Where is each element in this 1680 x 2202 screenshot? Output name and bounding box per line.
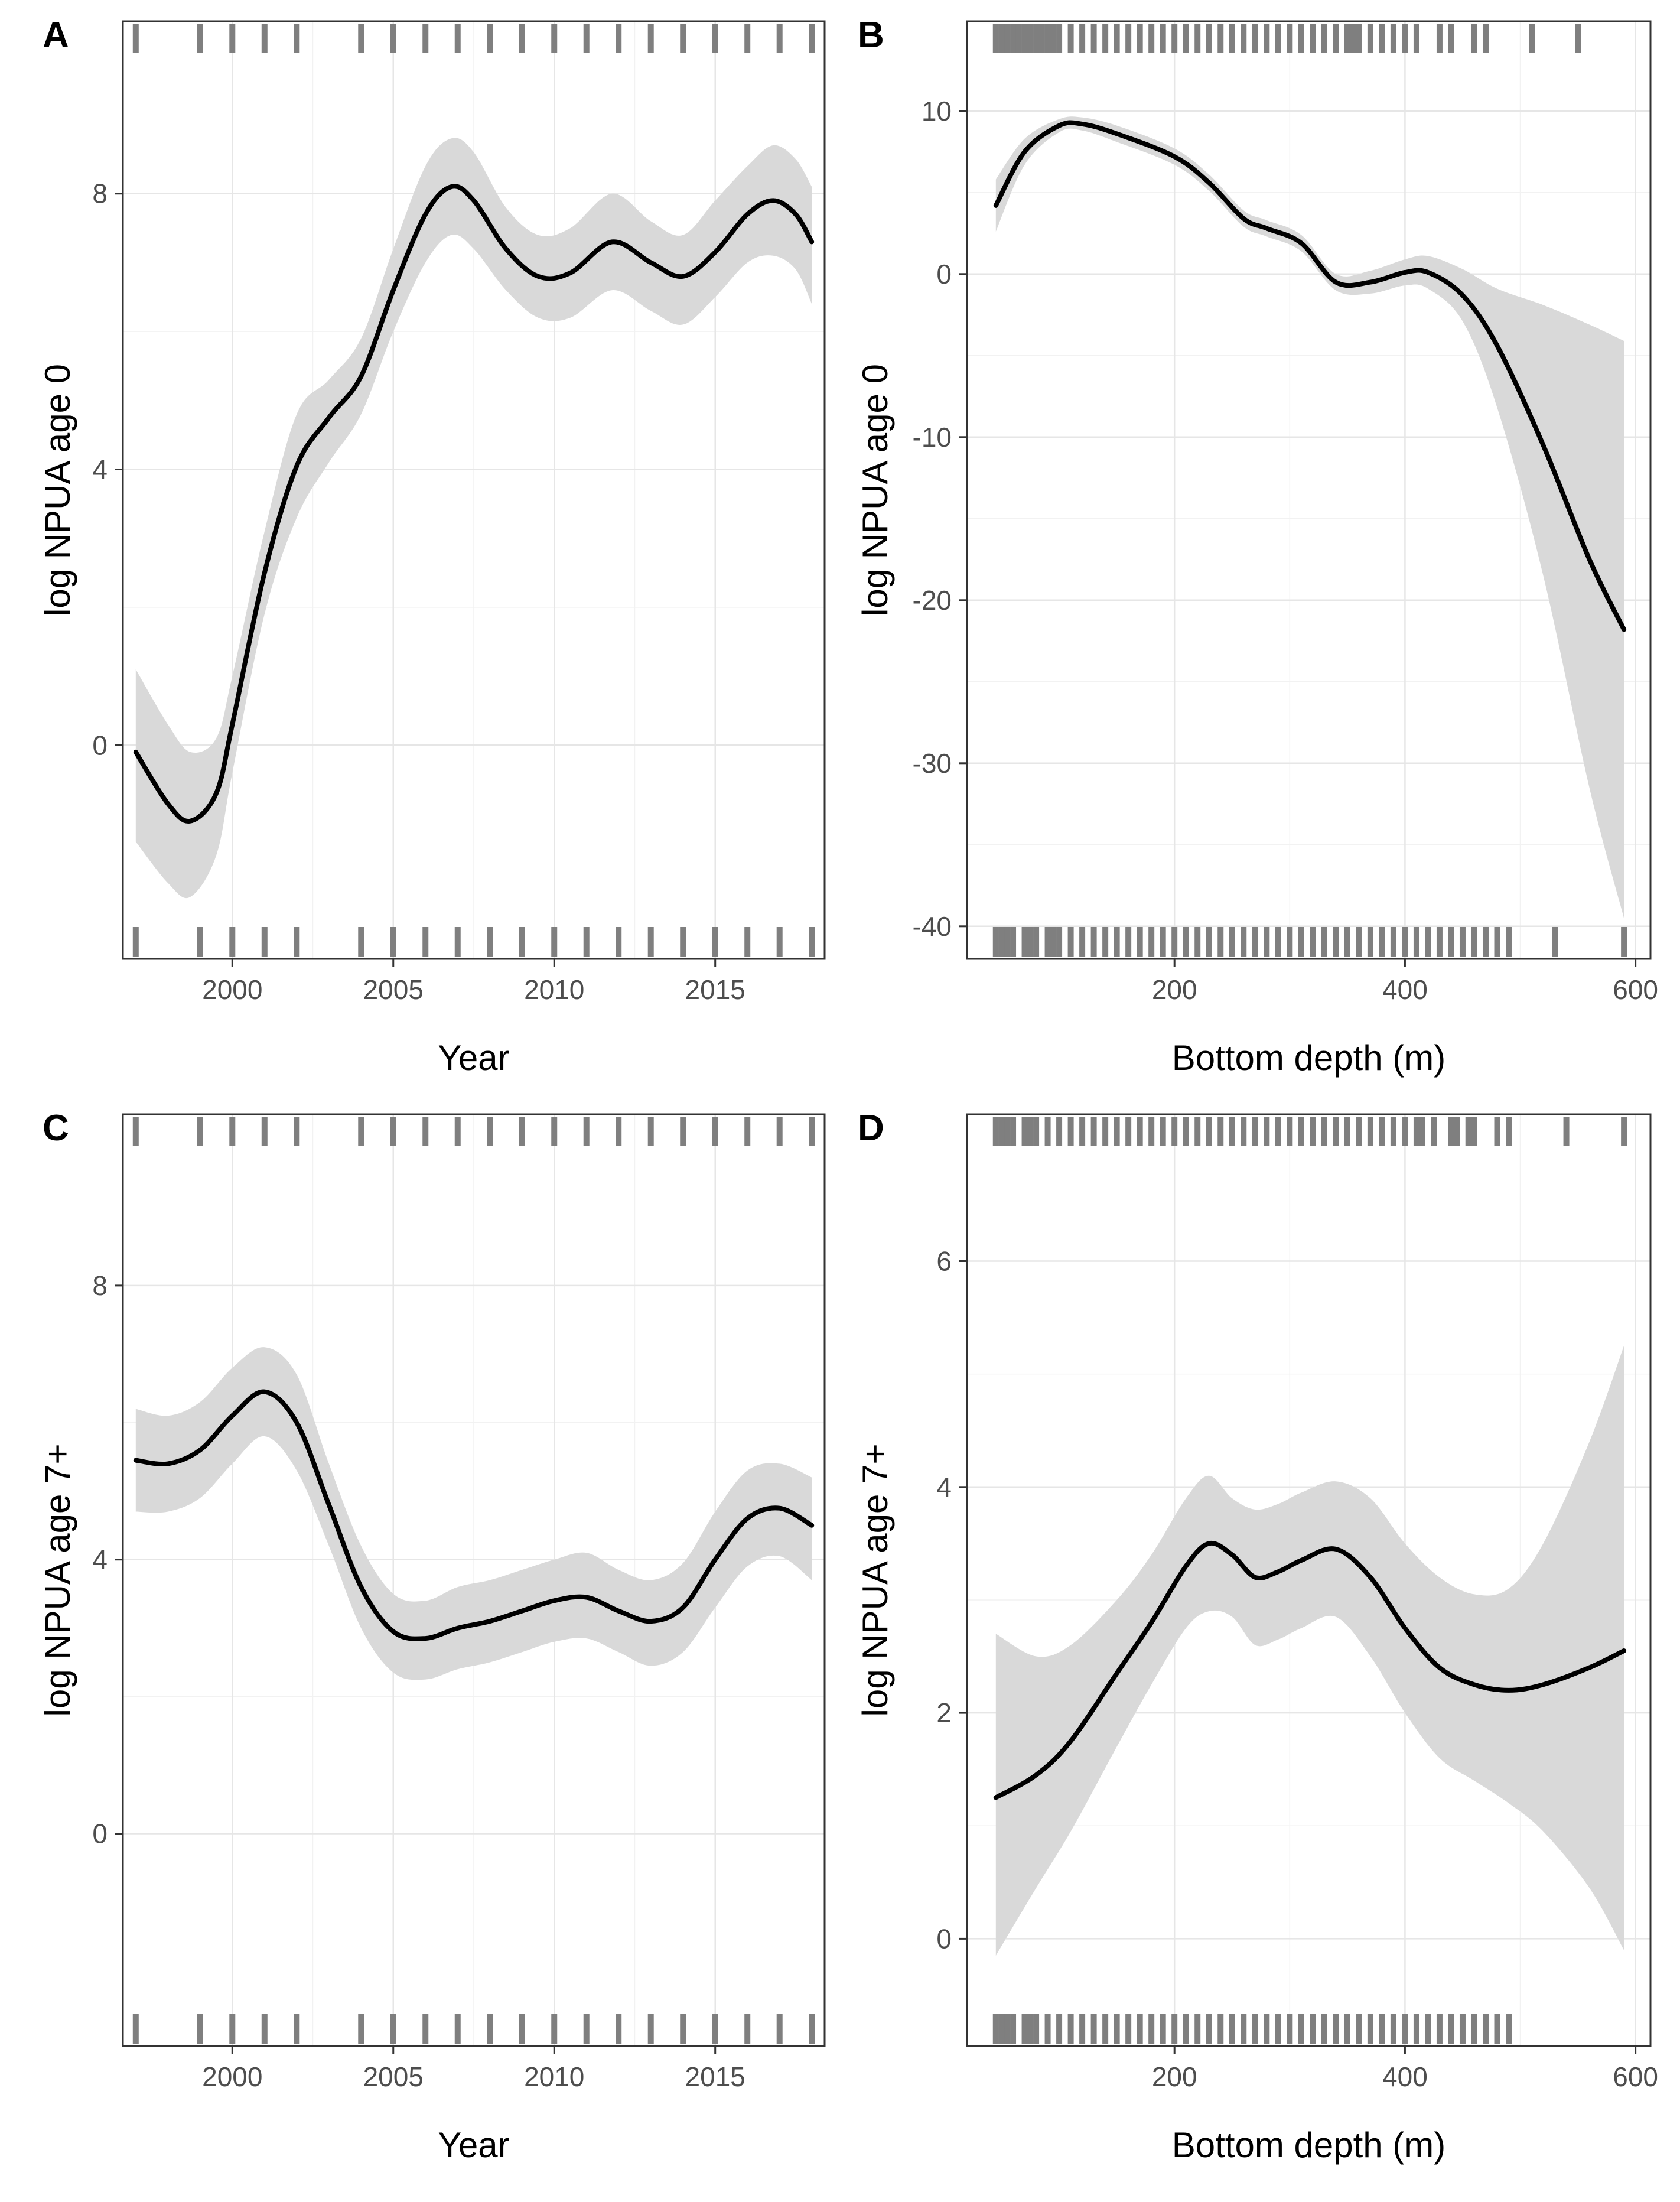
x-axis-title: Year	[438, 2125, 509, 2165]
y-tick-label: 2	[936, 1697, 952, 1728]
panel-letter: B	[858, 15, 884, 56]
confidence-band	[995, 1345, 1624, 1956]
panel-b: 200 400 600 10 0 -10 -20 -30 -40 Bottom depth (m)…	[855, 15, 1658, 1078]
panel-border	[966, 1113, 1652, 2047]
panel-border	[122, 1113, 826, 2047]
fit-line	[133, 184, 815, 824]
x-tick-label: 200	[1152, 974, 1197, 1005]
panel-letter: C	[43, 1108, 69, 1149]
x-axis-title: Year	[438, 1038, 509, 1078]
confidence-band	[135, 1347, 812, 1680]
y-tick-label: 10	[922, 96, 952, 126]
y-tick-label: -30	[913, 748, 952, 779]
y-tick-label: -40	[913, 911, 952, 942]
x-tick-label: 2015	[685, 974, 745, 1005]
x-tick-label: 600	[1613, 2061, 1658, 2092]
y-tick-label: 0	[92, 1819, 108, 1849]
y-tick-label: 0	[936, 259, 952, 290]
fit-line	[993, 1540, 1627, 1800]
y-axis-title: log NPUA age 0	[38, 364, 77, 616]
y-tick-label: 8	[92, 1270, 108, 1301]
x-tick-label: 200	[1152, 2061, 1197, 2092]
x-tick-label: 400	[1382, 974, 1428, 1005]
y-axis-title: log NPUA age 7+	[38, 1444, 77, 1717]
panel-border	[122, 20, 826, 960]
x-tick-label: 2010	[524, 974, 584, 1005]
panel-letter: A	[43, 15, 69, 56]
x-tick-label: 2000	[202, 2061, 262, 2092]
panel-d: 200 400 600 0 2 4 6 Bottom depth (m) log NPUA ag…	[855, 1108, 1658, 2165]
x-tick-label: 400	[1382, 2061, 1428, 2092]
x-axis-title: Bottom depth (m)	[1172, 2125, 1446, 2165]
y-tick-label: 0	[92, 730, 108, 760]
panel-a: 2000 2005 2010 2015 0 4 8 Year log NPUA age 0 A	[38, 15, 826, 1078]
x-tick-label: 2005	[363, 2061, 424, 2092]
panel-c: 2000 2005 2010 2015 0 4 8 Year log NPUA age 7+ C	[38, 1108, 826, 2165]
x-tick-label: 2015	[685, 2061, 745, 2092]
panel-border	[966, 20, 1652, 960]
y-tick-label: 0	[936, 1923, 952, 1954]
x-tick-label: 600	[1613, 974, 1658, 1005]
y-axis-title: log NPUA age 0	[855, 364, 895, 616]
confidence-band	[995, 116, 1624, 919]
y-tick-label: 4	[936, 1472, 952, 1502]
fit-line	[133, 1389, 815, 1641]
y-tick-label: 4	[92, 454, 108, 484]
y-tick-label: -10	[913, 422, 952, 453]
x-tick-label: 2000	[202, 974, 262, 1005]
confidence-band	[135, 138, 812, 899]
x-axis-title: Bottom depth (m)	[1172, 1038, 1446, 1078]
y-tick-label: 6	[936, 1245, 952, 1276]
y-axis-title: log NPUA age 7+	[855, 1444, 895, 1717]
x-tick-label: 2010	[524, 2061, 584, 2092]
panel-letter: D	[858, 1108, 884, 1149]
x-tick-label: 2005	[363, 974, 424, 1005]
y-tick-label: 8	[92, 178, 108, 209]
fit-line	[993, 120, 1627, 632]
y-tick-label: -20	[913, 585, 952, 616]
y-tick-label: 4	[92, 1544, 108, 1575]
